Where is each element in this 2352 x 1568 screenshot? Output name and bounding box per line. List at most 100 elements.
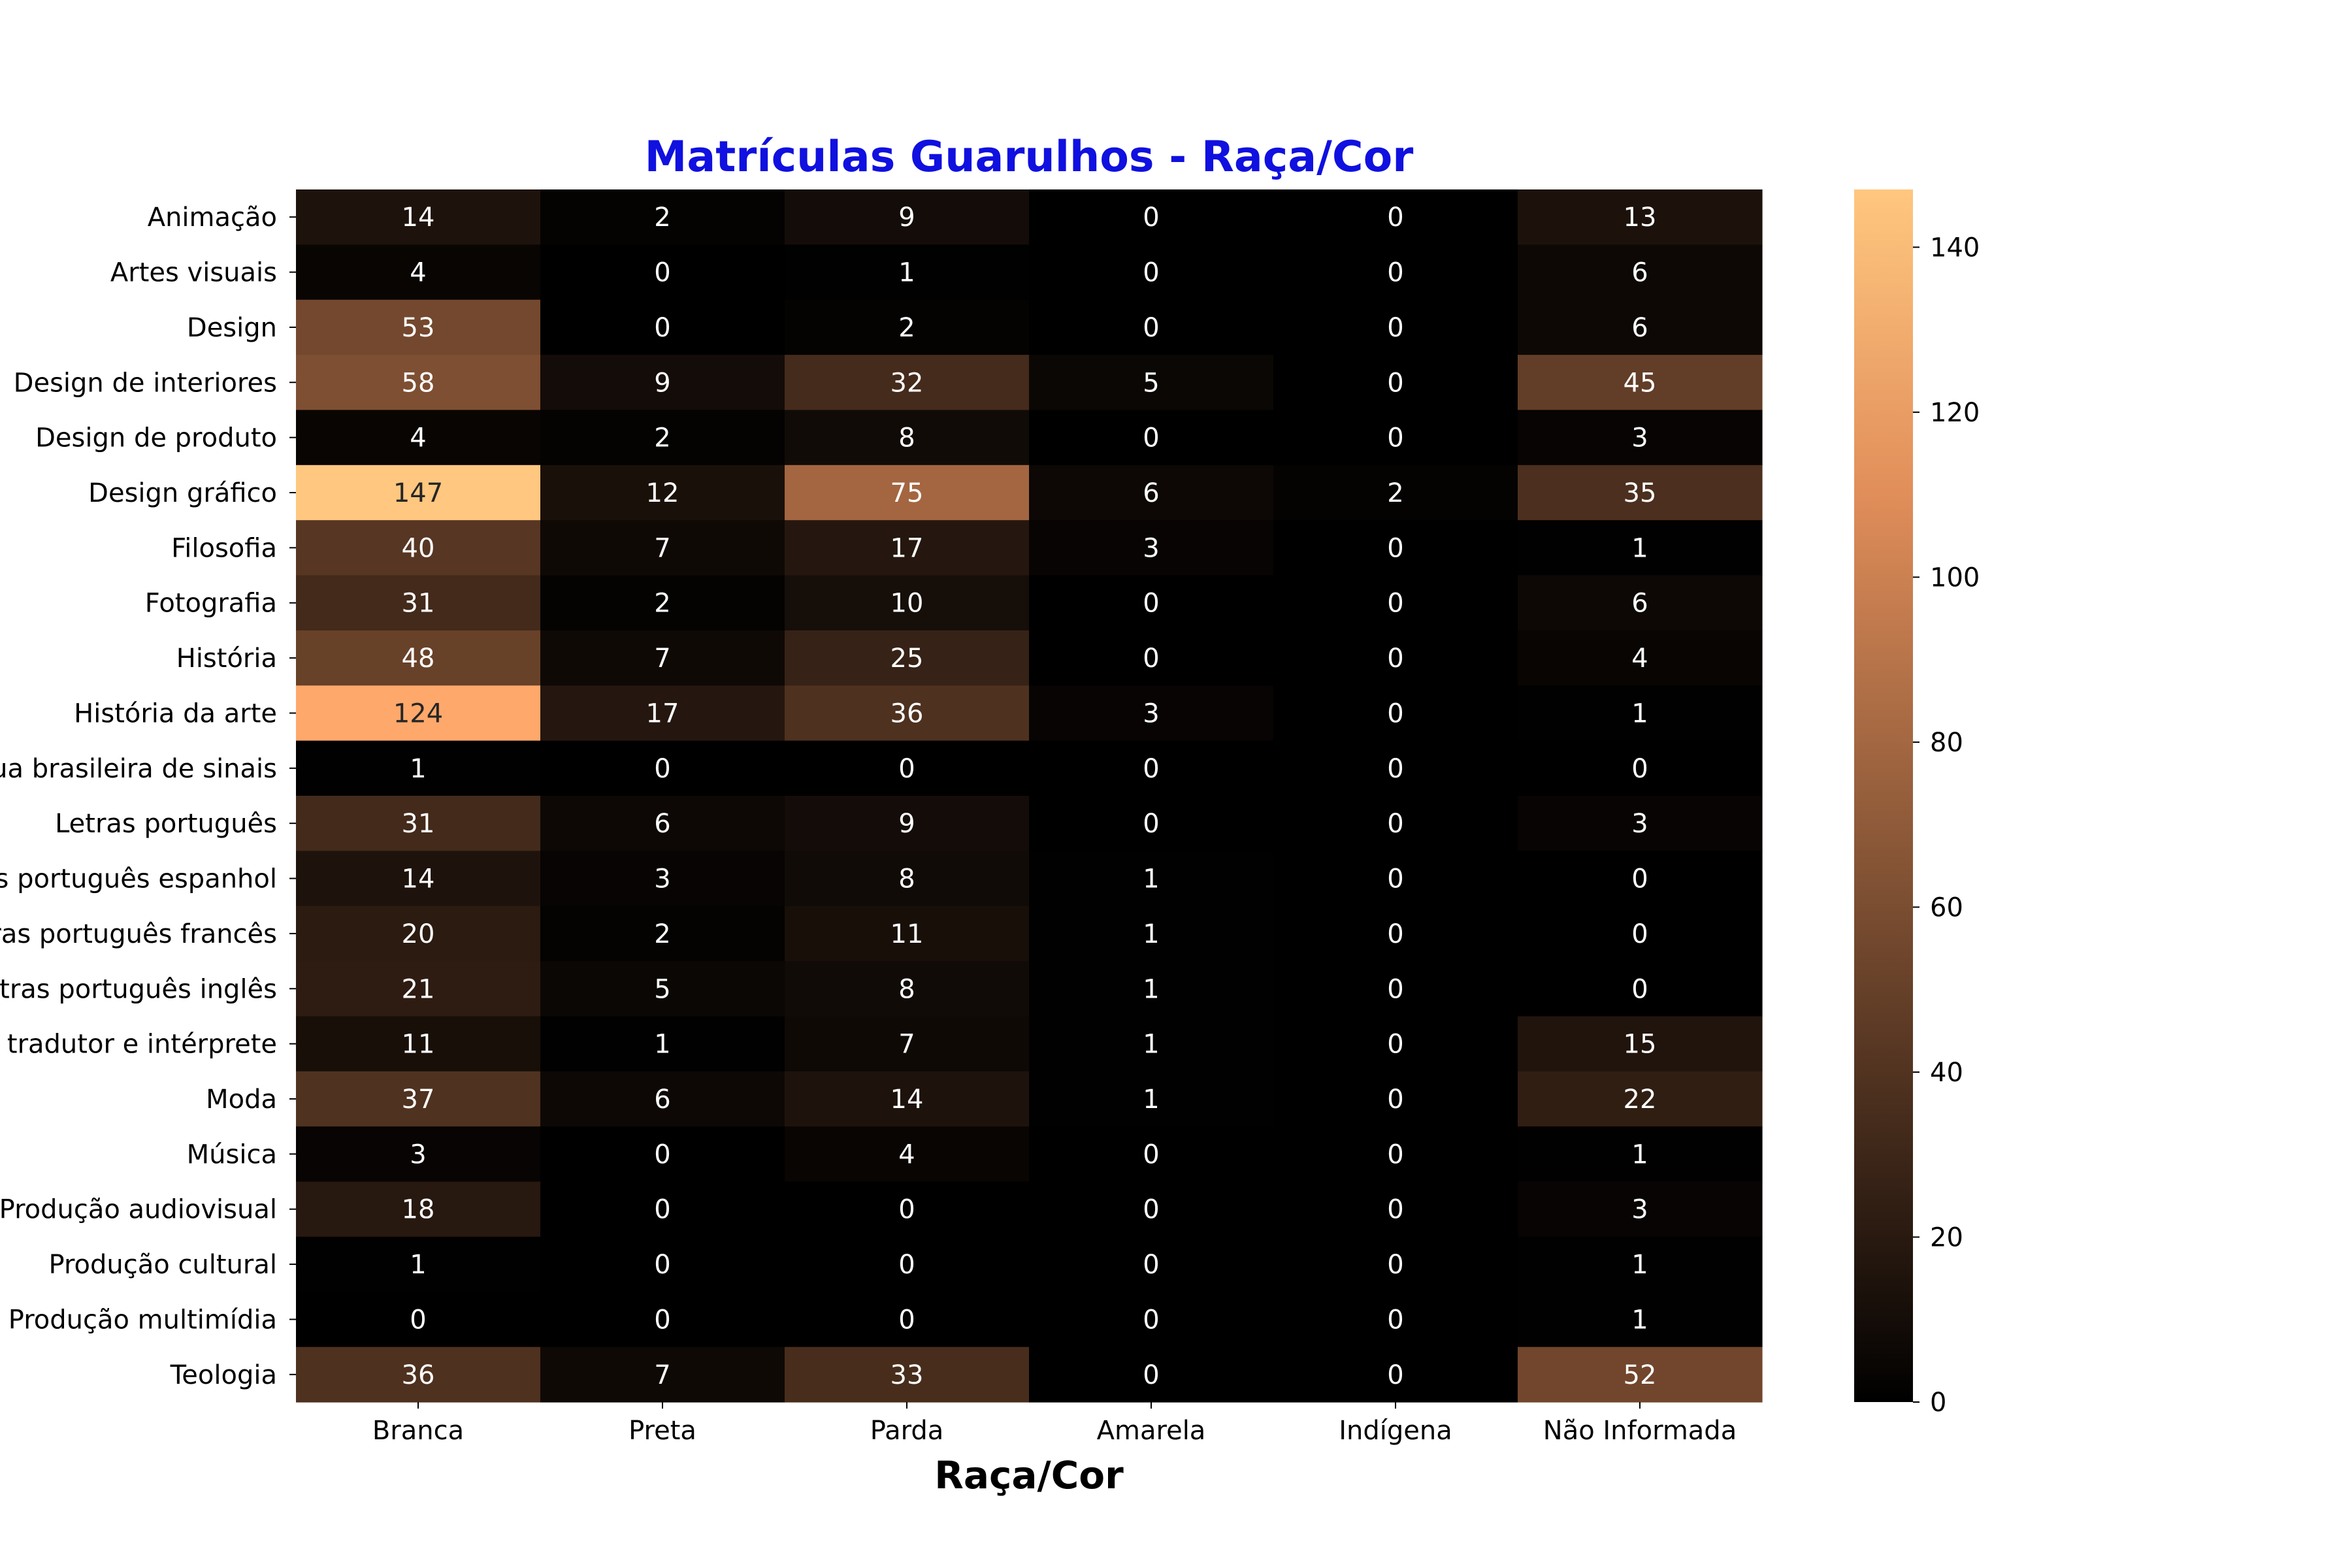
cell-value-label: 4 (898, 1139, 915, 1169)
heatmap-cell (785, 575, 1030, 631)
cell-value-label: 2 (654, 423, 670, 453)
heatmap-cell (1029, 1071, 1274, 1127)
heatmap-cell (296, 244, 541, 301)
cell-value-label: 1 (410, 754, 426, 784)
heatmap-cell (1273, 740, 1518, 796)
cell-value-label: 2 (654, 203, 670, 233)
heatmap-cell (540, 1126, 785, 1183)
y-tick-label: Design de interiores (14, 368, 277, 398)
heatmap-cell (785, 740, 1030, 796)
heatmap-cell (785, 1292, 1030, 1348)
heatmap-cell (296, 520, 541, 576)
heatmap-cell (785, 1016, 1030, 1072)
heatmap-cell (296, 851, 541, 907)
cell-value-label: 75 (890, 478, 924, 508)
heatmap-cell (296, 410, 541, 466)
heatmap-cell (1518, 410, 1763, 466)
heatmap-cell (1518, 1236, 1763, 1292)
cell-value-label: 37 (402, 1085, 435, 1115)
heatmap-cell (1273, 1071, 1518, 1127)
cell-value-label: 3 (1631, 809, 1648, 839)
heatmap-cell (1518, 906, 1763, 962)
heatmap-cell (1273, 630, 1518, 686)
cell-value-label: 0 (1387, 313, 1403, 343)
colorbar: 0 20 40 60 80 100 120 140 (1854, 189, 1980, 1418)
heatmap-cell (1029, 961, 1274, 1017)
colorbar-tick-label: 60 (1930, 892, 1963, 923)
cell-value-label: 9 (898, 809, 915, 839)
heatmap-cell (540, 1016, 785, 1072)
heatmap-cell (1029, 244, 1274, 301)
heatmap-cell (1518, 1126, 1763, 1183)
cell-value-label: 4 (1631, 644, 1648, 674)
cell-value-label: 0 (654, 258, 670, 288)
cell-value-label: 10 (890, 589, 924, 619)
cell-value-label: 48 (402, 644, 435, 674)
heatmap-cell (540, 299, 785, 355)
cell-value-label: 0 (1143, 1250, 1159, 1280)
cell-value-label: 0 (1387, 864, 1403, 894)
cell-value-label: 0 (1387, 1139, 1403, 1169)
y-tick-label: Filosofia (171, 533, 277, 563)
cell-value-label: 1 (1143, 1030, 1159, 1060)
cell-value-label: 1 (1631, 1139, 1648, 1169)
heatmap-cell (1029, 465, 1274, 521)
cell-value-label: 8 (898, 974, 915, 1004)
heatmap-cell (540, 575, 785, 631)
colorbar-tick-label: 40 (1930, 1058, 1963, 1088)
cell-value-label: 11 (890, 919, 924, 949)
cell-value-label: 2 (654, 589, 670, 619)
cell-value-label: 58 (402, 368, 435, 398)
cell-value-label: 17 (646, 698, 679, 728)
cell-value-label: 0 (1387, 423, 1403, 453)
cell-value-label: 1 (1143, 1085, 1159, 1115)
cell-value-label: 6 (1631, 313, 1648, 343)
heatmap-cell (296, 1292, 541, 1348)
cell-value-label: 40 (402, 533, 435, 563)
heatmap-cell (1273, 189, 1518, 245)
cell-value-label: 14 (890, 1085, 924, 1115)
heatmap-cell (296, 299, 541, 355)
y-tick-label: Teologia (170, 1360, 277, 1390)
cell-value-label: 0 (1143, 423, 1159, 453)
cell-value-label: 0 (1387, 919, 1403, 949)
cell-value-label: 31 (402, 589, 435, 619)
cell-value-label: 0 (1143, 754, 1159, 784)
cell-value-label: 7 (898, 1030, 915, 1060)
heatmap-cell (296, 906, 541, 962)
heatmap-cell (540, 244, 785, 301)
x-axis-title: Raça/Cor (934, 1453, 1124, 1497)
heatmap-cell (296, 1181, 541, 1237)
cell-value-label: 0 (1387, 203, 1403, 233)
heatmap-cell (1518, 685, 1763, 742)
cell-value-label: 3 (410, 1139, 426, 1169)
cell-value-label: 17 (890, 533, 924, 563)
cell-value-label: 1 (1631, 533, 1648, 563)
heatmap-cell (540, 740, 785, 796)
cell-value-label: 0 (654, 1139, 670, 1169)
x-tick-label: Branca (372, 1416, 464, 1446)
y-tick-label: Letras língua brasileira de sinais (0, 754, 277, 784)
heatmap-cell (540, 1347, 785, 1403)
y-tick-label: Produção multimídia (8, 1305, 277, 1335)
heatmap-cell (540, 796, 785, 851)
heatmap-cell (785, 1181, 1030, 1237)
cell-value-label: 1 (1143, 919, 1159, 949)
cell-value-label: 1 (410, 1250, 426, 1280)
cell-value-label: 0 (1387, 1195, 1403, 1225)
cell-value-label: 0 (1387, 644, 1403, 674)
cell-value-label: 1 (898, 258, 915, 288)
colorbar-tick-label: 120 (1930, 398, 1980, 428)
heatmap-cell (1029, 1016, 1274, 1072)
heatmap-cell (785, 189, 1030, 245)
cell-value-label: 0 (1387, 533, 1403, 563)
cell-value-label: 0 (654, 1305, 670, 1335)
x-tick-label: Parda (870, 1416, 943, 1446)
heatmap-cell (1518, 1016, 1763, 1072)
cell-value-label: 0 (1143, 203, 1159, 233)
heatmap-cell (1029, 630, 1274, 686)
cell-value-label: 0 (1387, 258, 1403, 288)
cell-value-label: 0 (1631, 919, 1648, 949)
heatmap-cell (1518, 630, 1763, 686)
heatmap-cell (540, 630, 785, 686)
